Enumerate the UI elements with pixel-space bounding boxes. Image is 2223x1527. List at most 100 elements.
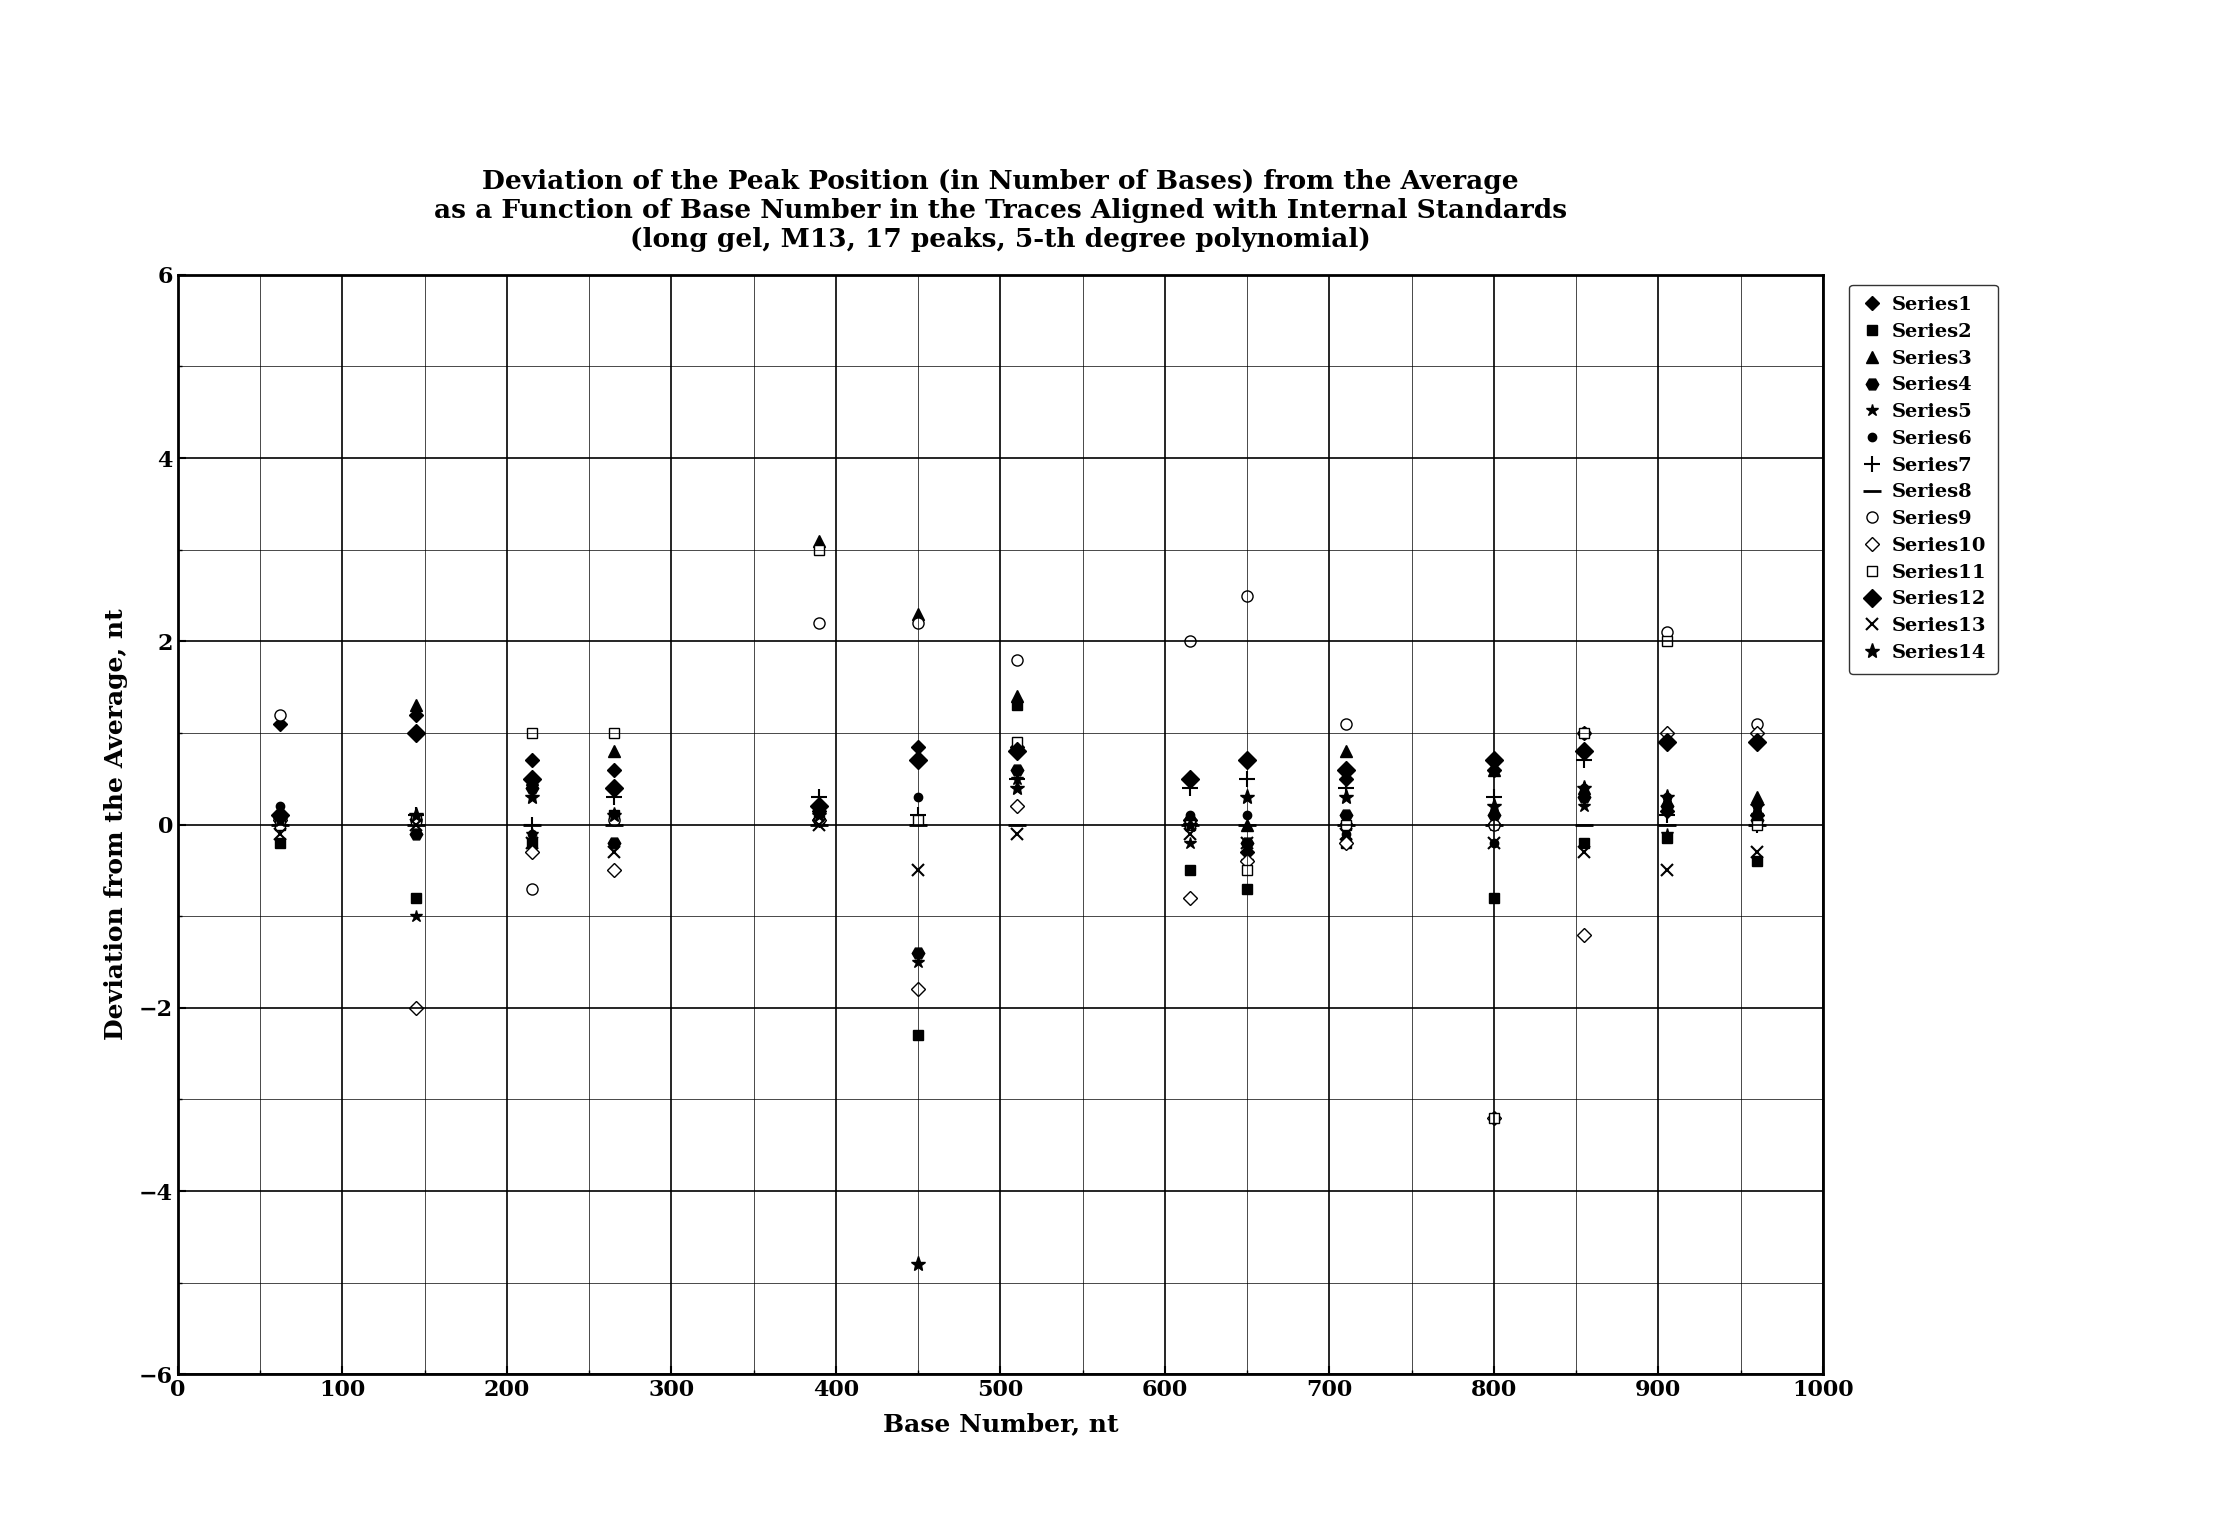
Series7 bbox=[1332, 779, 1358, 797]
Series9 bbox=[402, 811, 429, 829]
Line: Series7: Series7 bbox=[271, 753, 1765, 832]
Series1 bbox=[1332, 770, 1358, 788]
Series6 bbox=[1234, 806, 1260, 825]
Series13 bbox=[1176, 825, 1203, 843]
Series14 bbox=[905, 1255, 931, 1274]
Series8 bbox=[1176, 815, 1203, 834]
Series14 bbox=[1481, 797, 1507, 815]
Series14 bbox=[1332, 788, 1358, 806]
Series11 bbox=[905, 811, 931, 829]
Series10 bbox=[1003, 797, 1029, 815]
Series6 bbox=[267, 797, 293, 815]
Series2 bbox=[1332, 834, 1358, 852]
Series14 bbox=[267, 811, 293, 829]
Series12 bbox=[807, 797, 834, 815]
Series7 bbox=[600, 788, 627, 806]
Series4 bbox=[1481, 806, 1507, 825]
Series7 bbox=[1003, 770, 1029, 788]
Series4 bbox=[1743, 811, 1770, 829]
Series3 bbox=[1572, 779, 1598, 797]
Series14 bbox=[518, 788, 545, 806]
Series3 bbox=[518, 770, 545, 788]
Series4 bbox=[807, 811, 834, 829]
Series9 bbox=[1481, 815, 1507, 834]
Series7 bbox=[1234, 770, 1260, 788]
Series3 bbox=[1332, 742, 1358, 760]
Series2 bbox=[1743, 852, 1770, 870]
Series5 bbox=[518, 825, 545, 843]
Series3 bbox=[1743, 788, 1770, 806]
Series8 bbox=[402, 815, 429, 834]
Line: Series13: Series13 bbox=[273, 818, 1763, 876]
Series9 bbox=[1332, 715, 1358, 733]
Series14 bbox=[1654, 788, 1681, 806]
Series9 bbox=[1234, 586, 1260, 605]
Line: Series4: Series4 bbox=[273, 764, 1763, 959]
Series4 bbox=[267, 811, 293, 829]
Series12 bbox=[1234, 751, 1260, 770]
Series3 bbox=[402, 696, 429, 715]
Series7 bbox=[807, 788, 834, 806]
Series1 bbox=[1654, 802, 1681, 820]
Series10 bbox=[267, 811, 293, 829]
Series1 bbox=[1003, 738, 1029, 756]
Series1 bbox=[1481, 760, 1507, 779]
Series5 bbox=[807, 811, 834, 829]
Series14 bbox=[1572, 779, 1598, 797]
Series10 bbox=[1234, 852, 1260, 870]
Series1 bbox=[1572, 724, 1598, 742]
Series7 bbox=[267, 815, 293, 834]
Series11 bbox=[518, 724, 545, 742]
Series2 bbox=[518, 834, 545, 852]
Series8 bbox=[1654, 815, 1681, 834]
Series3 bbox=[600, 742, 627, 760]
Series11 bbox=[1176, 815, 1203, 834]
Series8 bbox=[1481, 815, 1507, 834]
Series12 bbox=[1176, 770, 1203, 788]
Series2 bbox=[807, 811, 834, 829]
Series7 bbox=[1572, 751, 1598, 770]
Series9 bbox=[600, 811, 627, 829]
Series8 bbox=[518, 815, 545, 834]
Series10 bbox=[1332, 834, 1358, 852]
Series12 bbox=[518, 770, 545, 788]
Series1 bbox=[518, 751, 545, 770]
Series14 bbox=[402, 806, 429, 825]
Series13 bbox=[1234, 834, 1260, 852]
Series13 bbox=[600, 843, 627, 861]
Series5 bbox=[1654, 825, 1681, 843]
Series10 bbox=[1176, 889, 1203, 907]
Series8 bbox=[905, 815, 931, 834]
Series6 bbox=[1332, 825, 1358, 843]
Line: Series11: Series11 bbox=[276, 545, 1763, 1122]
Series3 bbox=[807, 531, 834, 550]
Series1 bbox=[267, 715, 293, 733]
Series2 bbox=[402, 889, 429, 907]
Series9 bbox=[807, 614, 834, 632]
Series2 bbox=[1176, 861, 1203, 880]
Series11 bbox=[267, 815, 293, 834]
Series12 bbox=[1003, 742, 1029, 760]
Series14 bbox=[1234, 788, 1260, 806]
Series12 bbox=[1481, 751, 1507, 770]
Series13 bbox=[1332, 825, 1358, 843]
Series6 bbox=[518, 825, 545, 843]
Series4 bbox=[1003, 760, 1029, 779]
Series2 bbox=[1481, 889, 1507, 907]
Series8 bbox=[1234, 815, 1260, 834]
Series14 bbox=[600, 806, 627, 825]
Series1 bbox=[1176, 811, 1203, 829]
Series10 bbox=[518, 843, 545, 861]
Series1 bbox=[905, 738, 931, 756]
Series13 bbox=[807, 815, 834, 834]
Series2 bbox=[600, 806, 627, 825]
Series8 bbox=[1743, 815, 1770, 834]
Line: Series12: Series12 bbox=[273, 727, 1763, 822]
Series10 bbox=[1654, 724, 1681, 742]
Line: Series9: Series9 bbox=[273, 589, 1763, 895]
Series4 bbox=[905, 944, 931, 962]
Series4 bbox=[1234, 834, 1260, 852]
Series5 bbox=[1572, 797, 1598, 815]
Series8 bbox=[807, 815, 834, 834]
Series6 bbox=[1176, 806, 1203, 825]
